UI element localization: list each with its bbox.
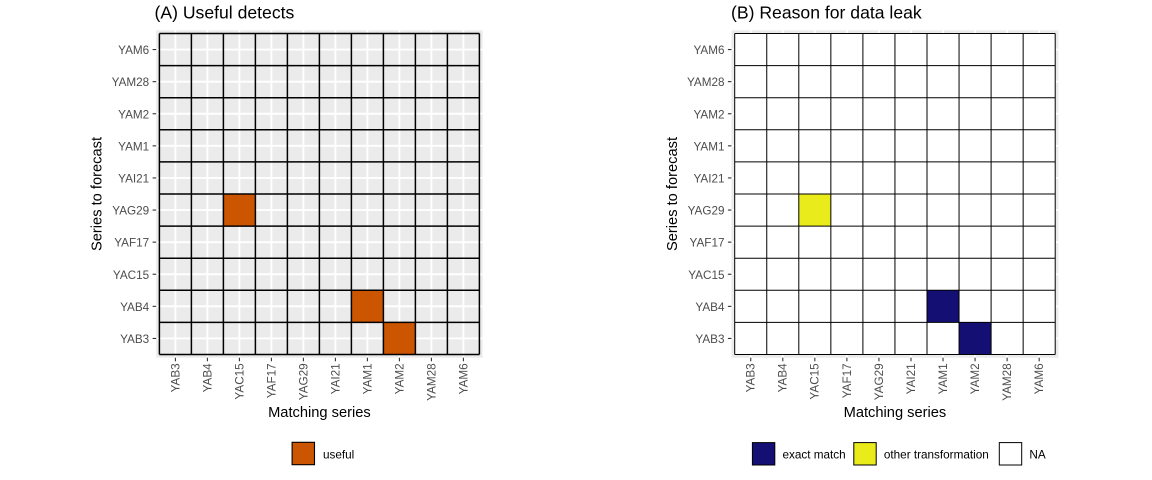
svg-text:YAM6: YAM6: [457, 363, 470, 394]
svg-text:YAM2: YAM2: [393, 363, 406, 394]
svg-text:YAM28: YAM28: [112, 76, 150, 89]
svg-text:YAM2: YAM2: [118, 108, 149, 121]
svg-text:YAM6: YAM6: [1033, 363, 1046, 394]
svg-text:YAI21: YAI21: [329, 363, 342, 394]
svg-text:YAC15: YAC15: [113, 269, 150, 282]
svg-text:Matching series: Matching series: [268, 405, 371, 421]
svg-text:(A) Useful detects: (A) Useful detects: [155, 3, 295, 23]
svg-text:YAG29: YAG29: [688, 205, 725, 218]
svg-text:YAF17: YAF17: [114, 237, 149, 250]
svg-text:YAB3: YAB3: [745, 363, 758, 392]
svg-text:YAM1: YAM1: [937, 363, 950, 394]
svg-text:YAB3: YAB3: [169, 363, 182, 392]
svg-text:YAM28: YAM28: [425, 363, 438, 401]
svg-text:YAM1: YAM1: [118, 140, 149, 153]
svg-text:Series to forecast: Series to forecast: [90, 137, 106, 251]
svg-text:YAB4: YAB4: [777, 363, 790, 393]
svg-text:YAG29: YAG29: [297, 363, 310, 400]
svg-text:YAM6: YAM6: [118, 44, 149, 57]
svg-text:YAF17: YAF17: [265, 363, 278, 398]
svg-text:exact match: exact match: [783, 449, 846, 462]
svg-text:YAB4: YAB4: [120, 301, 150, 314]
svg-text:YAB4: YAB4: [201, 363, 214, 393]
svg-text:YAM6: YAM6: [693, 44, 724, 57]
svg-text:YAC15: YAC15: [233, 363, 246, 400]
svg-text:YAB3: YAB3: [120, 333, 149, 346]
svg-text:YAG29: YAG29: [873, 363, 886, 400]
svg-text:YAC15: YAC15: [688, 269, 725, 282]
svg-text:other transformation: other transformation: [884, 449, 989, 462]
svg-text:YAF17: YAF17: [690, 237, 725, 250]
svg-text:YAI21: YAI21: [905, 363, 918, 394]
svg-text:YAM2: YAM2: [693, 108, 724, 121]
svg-text:YAM1: YAM1: [693, 140, 724, 153]
svg-text:YAB3: YAB3: [695, 333, 724, 346]
svg-text:YAI21: YAI21: [118, 172, 149, 185]
svg-text:Matching series: Matching series: [844, 405, 947, 421]
svg-text:YAM2: YAM2: [969, 363, 982, 394]
svg-text:YAM1: YAM1: [361, 363, 374, 394]
svg-text:YAI21: YAI21: [693, 172, 724, 185]
svg-text:YAM28: YAM28: [1001, 363, 1014, 401]
svg-text:(B) Reason for data leak: (B) Reason for data leak: [731, 3, 922, 23]
svg-text:NA: NA: [1029, 449, 1045, 462]
svg-text:YAM28: YAM28: [687, 76, 725, 89]
svg-text:YAG29: YAG29: [112, 205, 149, 218]
svg-text:YAC15: YAC15: [809, 363, 822, 400]
svg-text:YAB4: YAB4: [695, 301, 725, 314]
svg-text:useful: useful: [323, 449, 354, 462]
svg-text:YAF17: YAF17: [841, 363, 854, 398]
svg-text:Series to forecast: Series to forecast: [665, 137, 681, 251]
